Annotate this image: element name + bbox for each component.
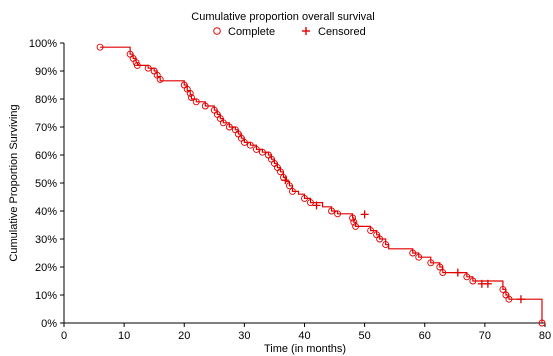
x-tick-label: 70 <box>479 330 491 342</box>
complete-event-marker <box>436 263 444 271</box>
complete-event-marker <box>350 218 358 226</box>
complete-event-marker <box>382 241 390 249</box>
x-tick-label: 0 <box>61 330 67 342</box>
y-tick-label: 100% <box>29 38 57 50</box>
complete-event-marker <box>352 222 360 230</box>
complete-event-marker <box>334 210 342 218</box>
complete-event-marker <box>144 64 152 72</box>
complete-event-marker <box>286 182 293 190</box>
censored-marker <box>281 176 290 185</box>
complete-event-marker <box>201 102 209 110</box>
legend: Complete Censored <box>213 26 366 38</box>
x-tick-label: 80 <box>539 330 551 342</box>
complete-event-marker <box>349 214 357 222</box>
complete-event-marker <box>328 207 336 215</box>
censored-marker <box>453 268 462 277</box>
y-tick-label: 20% <box>35 262 57 274</box>
censored-marker <box>312 201 321 210</box>
complete-event-marker <box>427 259 435 267</box>
x-tick-label: 60 <box>419 330 431 342</box>
complete-event-marker <box>469 277 477 285</box>
y-tick-label: 40% <box>35 206 57 218</box>
chart-title: Cumulative proportion overall survival <box>191 11 374 23</box>
event-markers <box>96 43 546 327</box>
x-tick-label: 30 <box>238 330 250 342</box>
y-tick-label: 50% <box>35 178 57 190</box>
complete-event-marker <box>258 148 266 156</box>
x-tick-label: 50 <box>359 330 371 342</box>
y-tick-label: 30% <box>35 234 57 246</box>
complete-event-marker <box>415 253 423 261</box>
complete-event-marker <box>188 94 195 102</box>
y-tick-label: 10% <box>35 290 57 302</box>
x-tick-label: 10 <box>118 330 130 342</box>
y-axis-title: Cumulative Proportion Surviving <box>8 104 20 261</box>
y-tick-label: 60% <box>35 150 57 162</box>
y-tick-label: 0% <box>41 318 57 330</box>
complete-event-marker <box>225 123 233 131</box>
complete-event-marker <box>156 75 164 83</box>
complete-event-marker <box>246 141 254 149</box>
complete-event-marker <box>240 138 248 146</box>
legend-complete-marker-icon <box>213 27 221 35</box>
complete-event-marker <box>439 269 447 277</box>
complete-event-marker <box>252 145 260 153</box>
complete-event-marker <box>301 194 308 202</box>
x-tick-label: 20 <box>178 330 190 342</box>
complete-event-marker <box>186 89 194 97</box>
legend-censored-marker-icon <box>302 27 310 35</box>
complete-event-marker <box>219 119 227 127</box>
complete-event-marker <box>192 98 200 106</box>
complete-event-marker <box>277 168 284 176</box>
complete-event-marker <box>96 43 104 51</box>
legend-censored-label: Censored <box>318 26 366 38</box>
censored-marker <box>516 295 525 304</box>
complete-event-marker <box>499 285 507 293</box>
complete-event-marker <box>376 235 384 243</box>
complete-event-marker <box>367 227 375 235</box>
complete-event-marker <box>307 199 314 207</box>
complete-event-marker <box>505 295 513 303</box>
survival-step-line <box>100 46 543 323</box>
y-tick-label: 80% <box>35 94 57 106</box>
y-tick-label: 90% <box>35 66 57 78</box>
censored-marker <box>483 279 492 288</box>
censored-marker <box>360 210 369 219</box>
x-axis-title: Time (in months) <box>264 343 346 355</box>
complete-event-marker <box>463 273 471 281</box>
complete-event-marker <box>409 249 417 257</box>
legend-complete-label: Complete <box>228 26 275 38</box>
complete-event-marker <box>133 61 141 69</box>
axis-ticks: 0 10 20 30 40 50 60 70 80 0% 10% 20% 30% 40% 50% 60% 70%… <box>29 38 551 342</box>
complete-event-marker <box>289 187 296 195</box>
complete-event-marker <box>538 319 546 327</box>
y-tick-label: 70% <box>35 122 57 134</box>
x-tick-label: 40 <box>298 330 310 342</box>
survival-curve <box>100 46 543 323</box>
